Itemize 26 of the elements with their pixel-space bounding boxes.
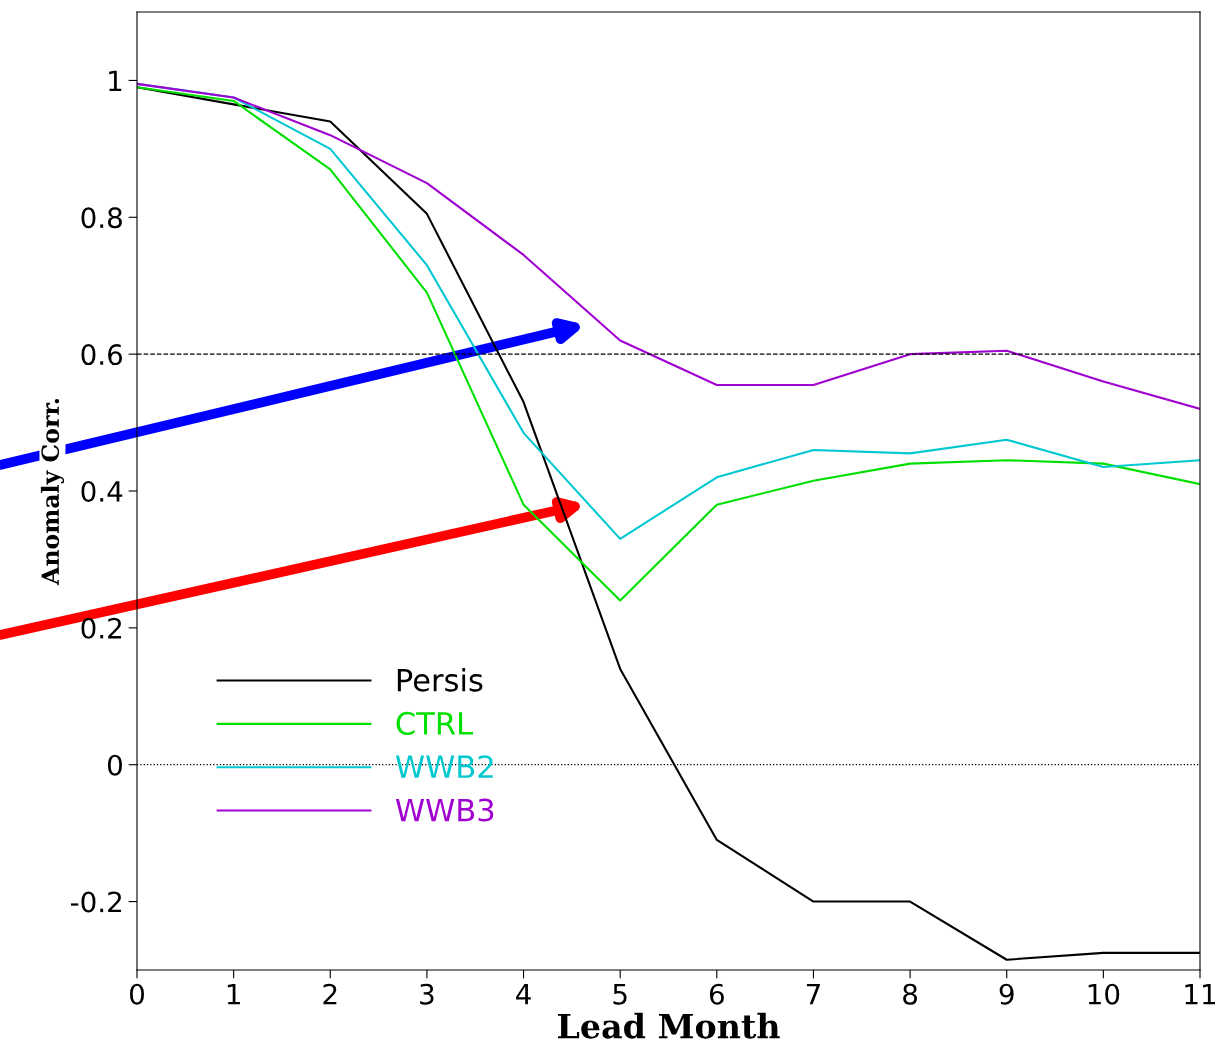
x-tick-label: 9 [999, 983, 1014, 1005]
x-tick-label: 3 [420, 983, 434, 1005]
legend-label: CTRL [396, 711, 473, 735]
x-tick-label: 4 [516, 984, 531, 1005]
line-series [137, 82, 1200, 410]
x-tick-label: 5 [613, 984, 627, 1005]
y-tick-label: 0.8 [81, 207, 122, 229]
y-tick-label: 0.6 [81, 344, 123, 366]
y-tick-label: 0 [107, 754, 122, 776]
x-axis-title: Lead Month [557, 1012, 780, 1039]
x-tick-label: 0 [129, 983, 144, 1005]
x-tick-label: 7 [806, 984, 820, 1005]
y-tick-label: 0.2 [81, 617, 122, 639]
x-tick-label: 10 [1088, 983, 1120, 1005]
y-axis-title: Anomaly Corr. [40, 398, 65, 586]
legend-label: WWB2 [395, 755, 493, 778]
x-tick-label: 8 [903, 983, 918, 1005]
y-tick-label: 0.4 [81, 480, 123, 502]
y-tick-label: -0.2 [70, 891, 122, 913]
x-tick-label: 6 [709, 983, 724, 1005]
x-tick-label: 1 [227, 984, 240, 1005]
y-tick-label: 1 [109, 70, 122, 91]
x-tick-label: 11 [1185, 984, 1215, 1005]
x-tick-label: 2 [323, 983, 337, 1005]
legend-label: Persis [397, 668, 483, 692]
legend-label: WWB3 [395, 798, 494, 822]
